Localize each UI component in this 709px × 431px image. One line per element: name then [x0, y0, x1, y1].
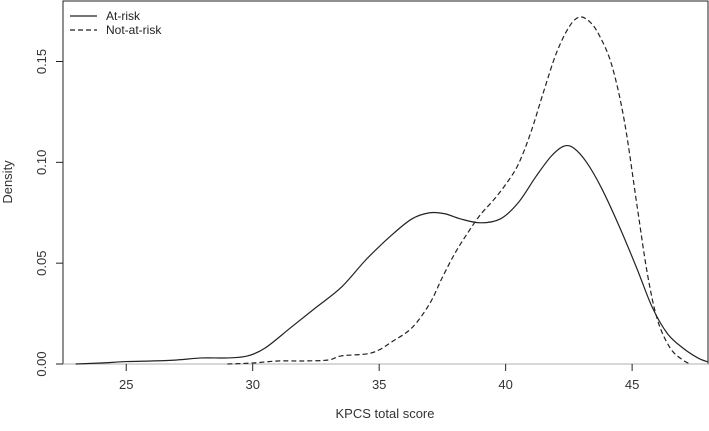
y-tick-label: 0.05: [34, 251, 49, 276]
series-line-at-risk: [75, 144, 709, 365]
y-axis-title: Density: [0, 160, 15, 204]
x-tick-label: 40: [498, 377, 512, 392]
y-tick-label: 0.00: [34, 351, 49, 376]
x-tick-label: 30: [245, 377, 259, 392]
series-line-not-at-risk: [227, 16, 691, 365]
y-tick-label: 0.10: [34, 150, 49, 175]
x-tick-label: 45: [625, 377, 639, 392]
x-tick-label: 25: [119, 377, 133, 392]
x-tick-label: 35: [372, 377, 386, 392]
y-tick-label: 0.15: [34, 49, 49, 74]
legend-label-at-risk: At-risk: [106, 9, 141, 23]
legend-label-not-at-risk: Not-at-risk: [106, 23, 162, 37]
x-axis-title: KPCS total score: [336, 406, 435, 421]
series-layer: [75, 16, 709, 365]
legend: At-risk Not-at-risk: [70, 9, 162, 37]
plot-frame: [62, 0, 709, 365]
x-axis: 25 30 35 40 45: [119, 364, 639, 392]
y-axis: 0.00 0.05 0.10 0.15: [34, 49, 63, 377]
